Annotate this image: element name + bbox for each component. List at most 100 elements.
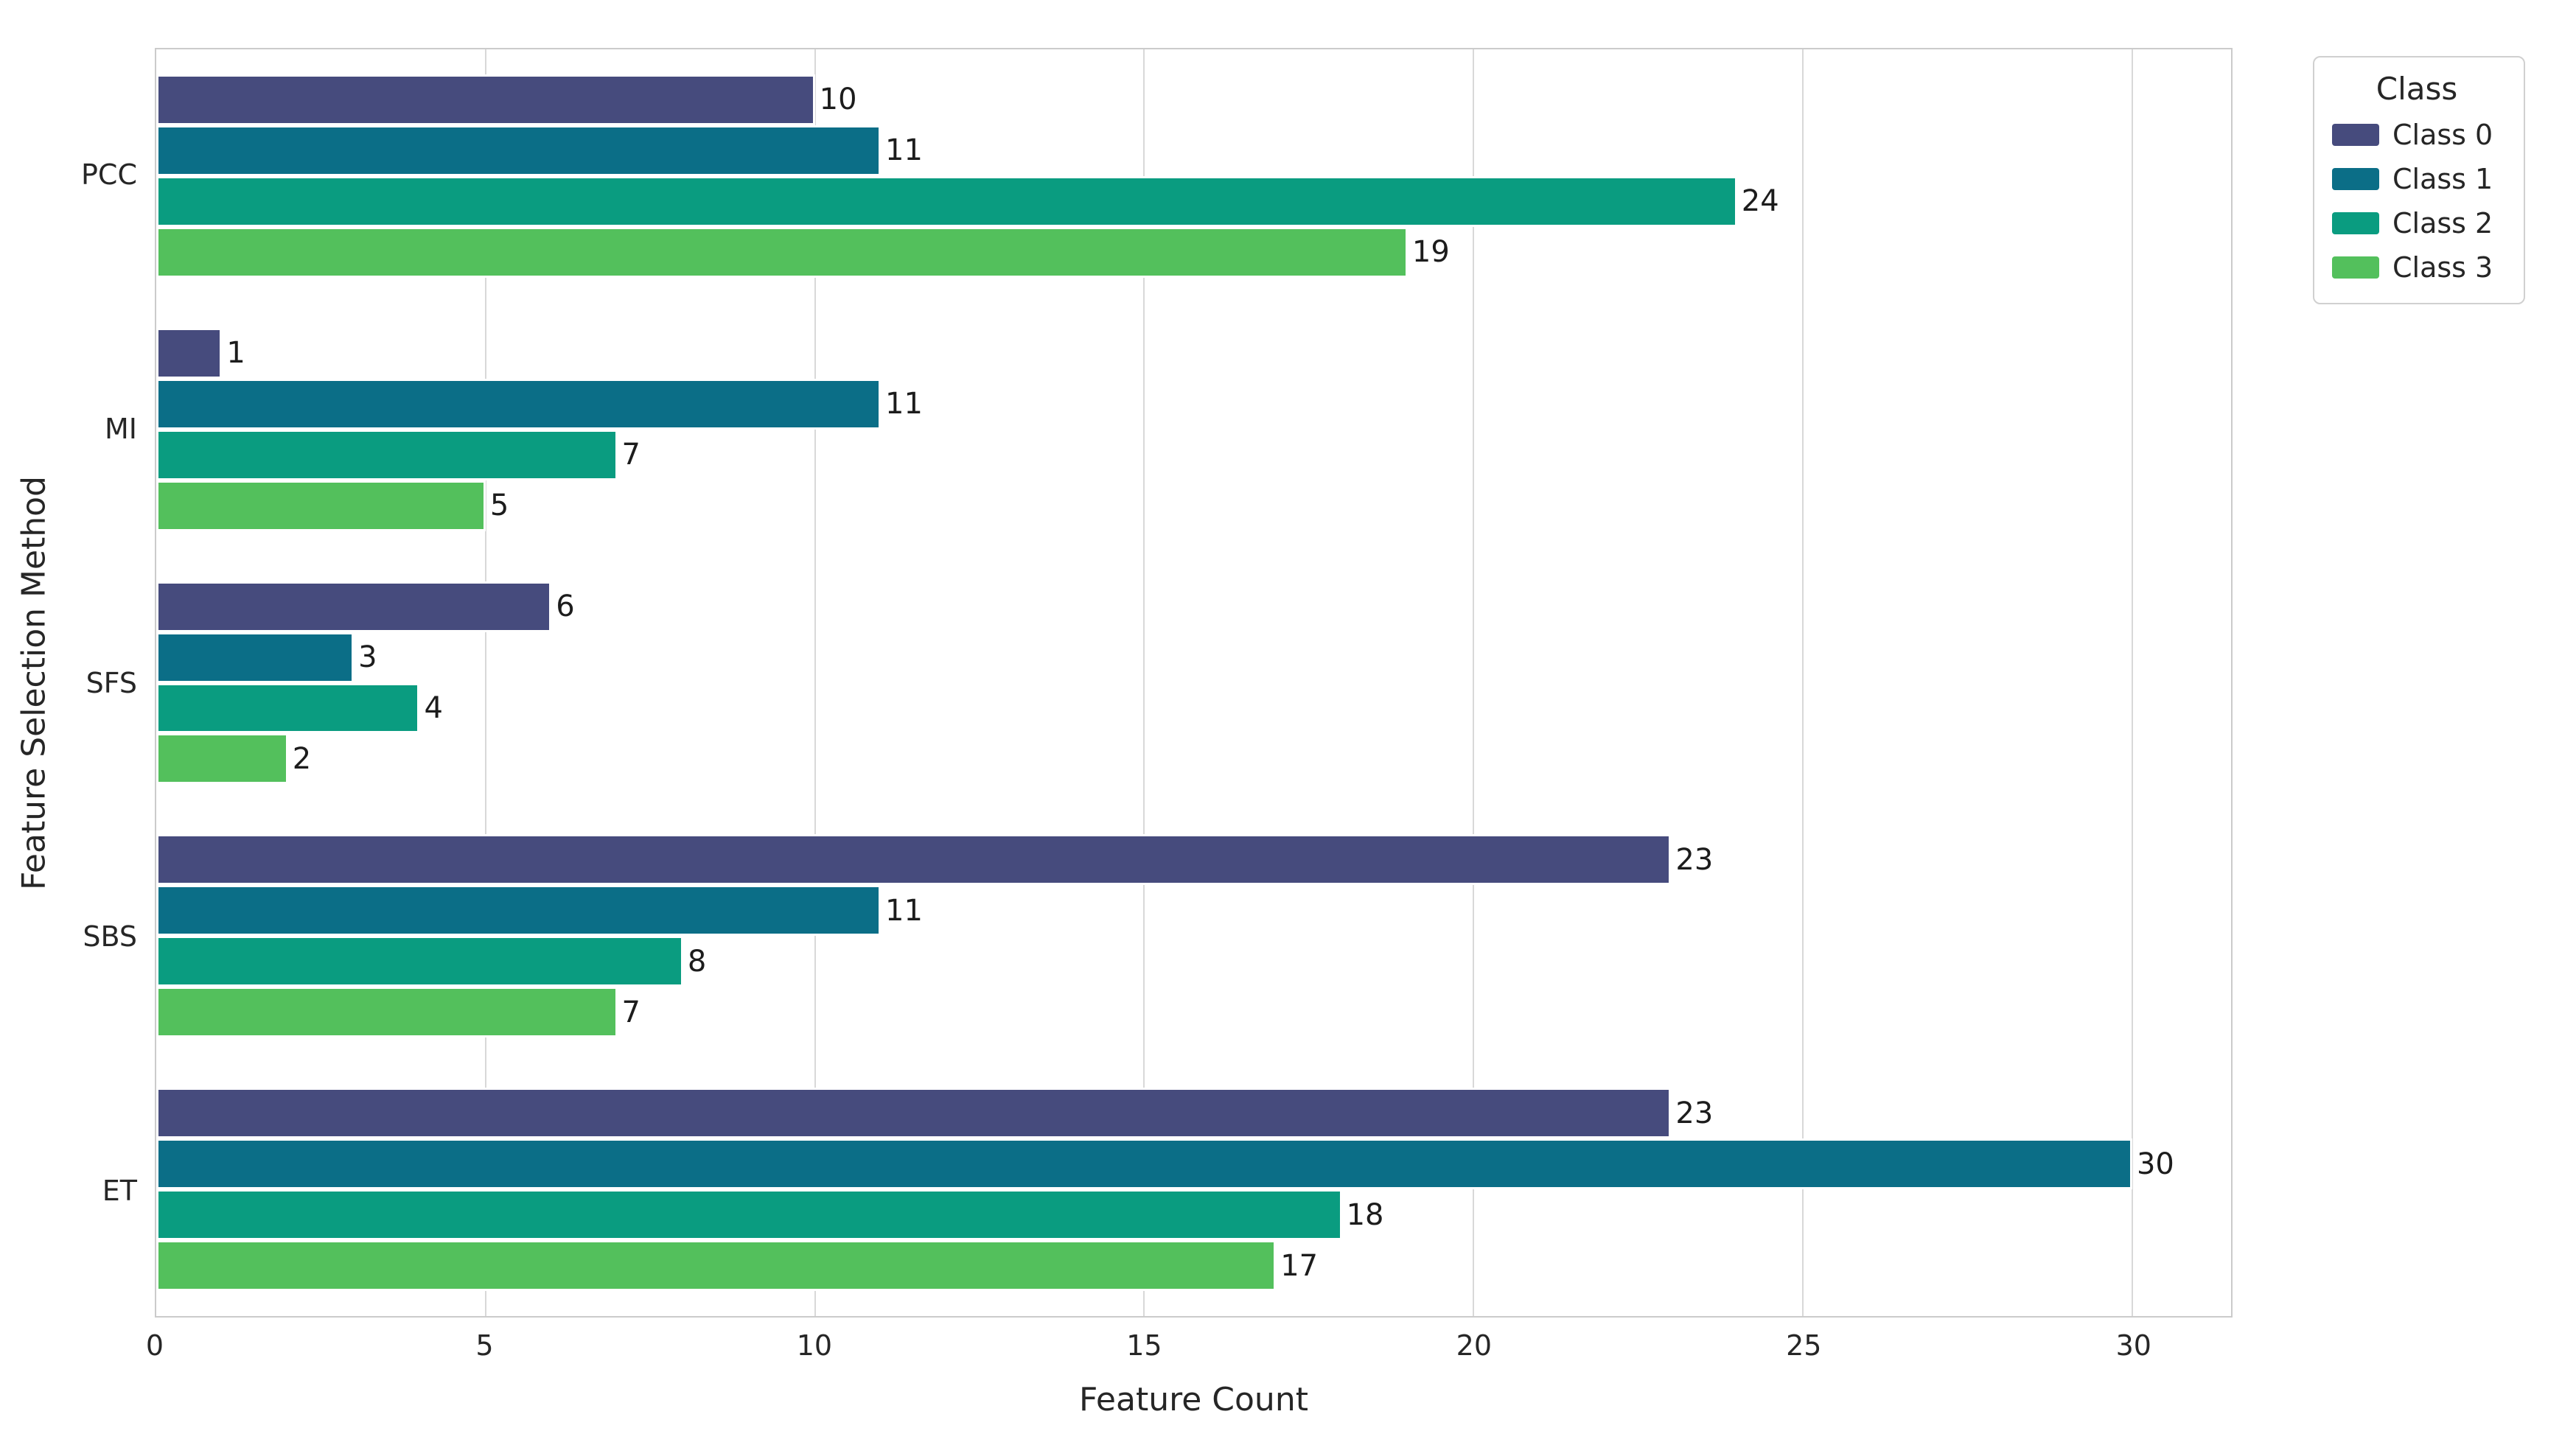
y-tick-label: ET: [102, 1174, 137, 1207]
y-tick-label: MI: [105, 412, 137, 445]
bar-et-class-3: [156, 1240, 1277, 1291]
y-tick-label: SBS: [83, 920, 137, 954]
bar-value-label: 11: [885, 893, 923, 928]
bar-value-label: 1: [226, 336, 245, 371]
bar-value-label: 11: [885, 387, 923, 421]
bar-slot: 11: [156, 378, 2231, 430]
bar-slot: 19: [156, 226, 2231, 278]
bar-value-label: 23: [1675, 842, 1714, 877]
bar-pcc-class-0: [156, 74, 815, 125]
bar-slot: 24: [156, 175, 2231, 227]
legend-swatch: [2332, 168, 2379, 190]
legend-swatch: [2332, 212, 2379, 234]
legend-swatch: [2332, 256, 2379, 279]
x-tick-labels: 0 5 10 15 20 25 30: [146, 1329, 2233, 1371]
legend-title: Class: [2376, 71, 2458, 107]
bar-value-label: 6: [556, 589, 575, 624]
bar-value-label: 23: [1675, 1096, 1714, 1130]
bar-slot: 7: [156, 987, 2231, 1038]
gridline: [1143, 49, 1145, 1316]
bar-value-label: 10: [819, 83, 857, 117]
category-row: 23 30 18 17: [156, 1063, 2231, 1316]
bar-slot: 3: [156, 631, 2231, 683]
bar-et-class-2: [156, 1189, 1342, 1241]
bar-slot: 23: [156, 834, 2231, 886]
bar-slot: 5: [156, 480, 2231, 531]
legend-swatch: [2332, 124, 2379, 146]
bar-mi-class-2: [156, 429, 618, 480]
bar-slot: 8: [156, 936, 2231, 987]
legend-items: Class 0 Class 1 Class 2 Class 3: [2332, 119, 2502, 284]
y-tick-label: PCC: [81, 158, 137, 192]
bar-value-label: 5: [489, 489, 509, 523]
bar-et-class-1: [156, 1138, 2132, 1190]
legend-item: Class 2: [2332, 207, 2502, 239]
bar-value-label: 19: [1411, 235, 1450, 270]
bar-sbs-class-1: [156, 885, 882, 937]
x-tick-label: 5: [475, 1329, 494, 1362]
bar-sfs-class-0: [156, 581, 552, 632]
bar-et-class-0: [156, 1088, 1672, 1139]
bar-value-label: 4: [424, 690, 443, 725]
bar-slot: 17: [156, 1240, 2231, 1291]
bar-slot: 4: [156, 682, 2231, 734]
bar-sfs-class-1: [156, 631, 355, 683]
bar-value-label: 7: [621, 438, 640, 472]
plot-area: 10 11 24 19 1 11 7 5 6 3 4 2 23 11 8 7 23 30 18 17: [155, 48, 2233, 1318]
bar-mi-class-0: [156, 327, 223, 379]
bar-pcc-class-2: [156, 175, 1737, 227]
bar-slot: 23: [156, 1088, 2231, 1139]
legend-item-label: Class 0: [2392, 119, 2493, 151]
gridline: [484, 49, 486, 1316]
bar-value-label: 17: [1280, 1248, 1319, 1283]
bar-slot: 11: [156, 885, 2231, 937]
x-tick-label: 30: [2115, 1329, 2151, 1362]
legend-item-label: Class 1: [2392, 163, 2493, 195]
bar-slot: 30: [156, 1138, 2231, 1190]
bar-sfs-class-2: [156, 682, 420, 734]
bar-slot: 11: [156, 125, 2231, 176]
gridline: [814, 49, 816, 1316]
bar-slot: 18: [156, 1189, 2231, 1241]
bar-value-label: 2: [292, 741, 312, 776]
x-tick-label: 25: [1786, 1329, 1822, 1362]
bar-slot: 10: [156, 74, 2231, 125]
bar-value-label: 11: [885, 133, 923, 168]
bar-value-label: 3: [358, 640, 377, 675]
gridline: [2131, 49, 2133, 1316]
legend-item: Class 1: [2332, 163, 2502, 195]
legend-item: Class 0: [2332, 119, 2502, 151]
legend-item-label: Class 3: [2392, 251, 2493, 284]
category-row: 1 11 7 5: [156, 303, 2231, 556]
bar-value-label: 7: [621, 995, 640, 1029]
bar-value-label: 8: [687, 944, 707, 979]
bar-value-label: 24: [1741, 184, 1779, 219]
bar-slot: 1: [156, 327, 2231, 379]
bar-sbs-class-2: [156, 936, 683, 987]
category-row: 23 11 8 7: [156, 809, 2231, 1063]
bar-value-label: 18: [1346, 1197, 1384, 1232]
x-tick-label: 20: [1456, 1329, 1493, 1362]
bar-pcc-class-1: [156, 125, 882, 176]
x-tick-label: 0: [145, 1329, 164, 1362]
bar-sfs-class-3: [156, 733, 288, 785]
bar-slot: 6: [156, 581, 2231, 632]
category-row: 6 3 4 2: [156, 556, 2231, 810]
gridline: [1802, 49, 1804, 1316]
bar-value-label: 30: [2136, 1147, 2174, 1181]
x-tick-label: 10: [796, 1329, 833, 1362]
bar-slot: 7: [156, 429, 2231, 480]
bar-mi-class-1: [156, 378, 882, 430]
bar-sbs-class-3: [156, 987, 618, 1038]
bar-sbs-class-0: [156, 834, 1672, 886]
x-tick-label: 15: [1126, 1329, 1162, 1362]
bar-slot: 2: [156, 733, 2231, 785]
category-row: 10 11 24 19: [156, 49, 2231, 303]
bar-pcc-class-3: [156, 226, 1408, 278]
legend: Class Class 0 Class 1 Class 2 Class 3: [2313, 56, 2525, 304]
gridline: [1473, 49, 1475, 1316]
y-category-labels: PCC MI SFS SBS ET: [0, 48, 147, 1318]
bar-mi-class-3: [156, 480, 486, 531]
y-tick-label: SFS: [85, 666, 137, 699]
